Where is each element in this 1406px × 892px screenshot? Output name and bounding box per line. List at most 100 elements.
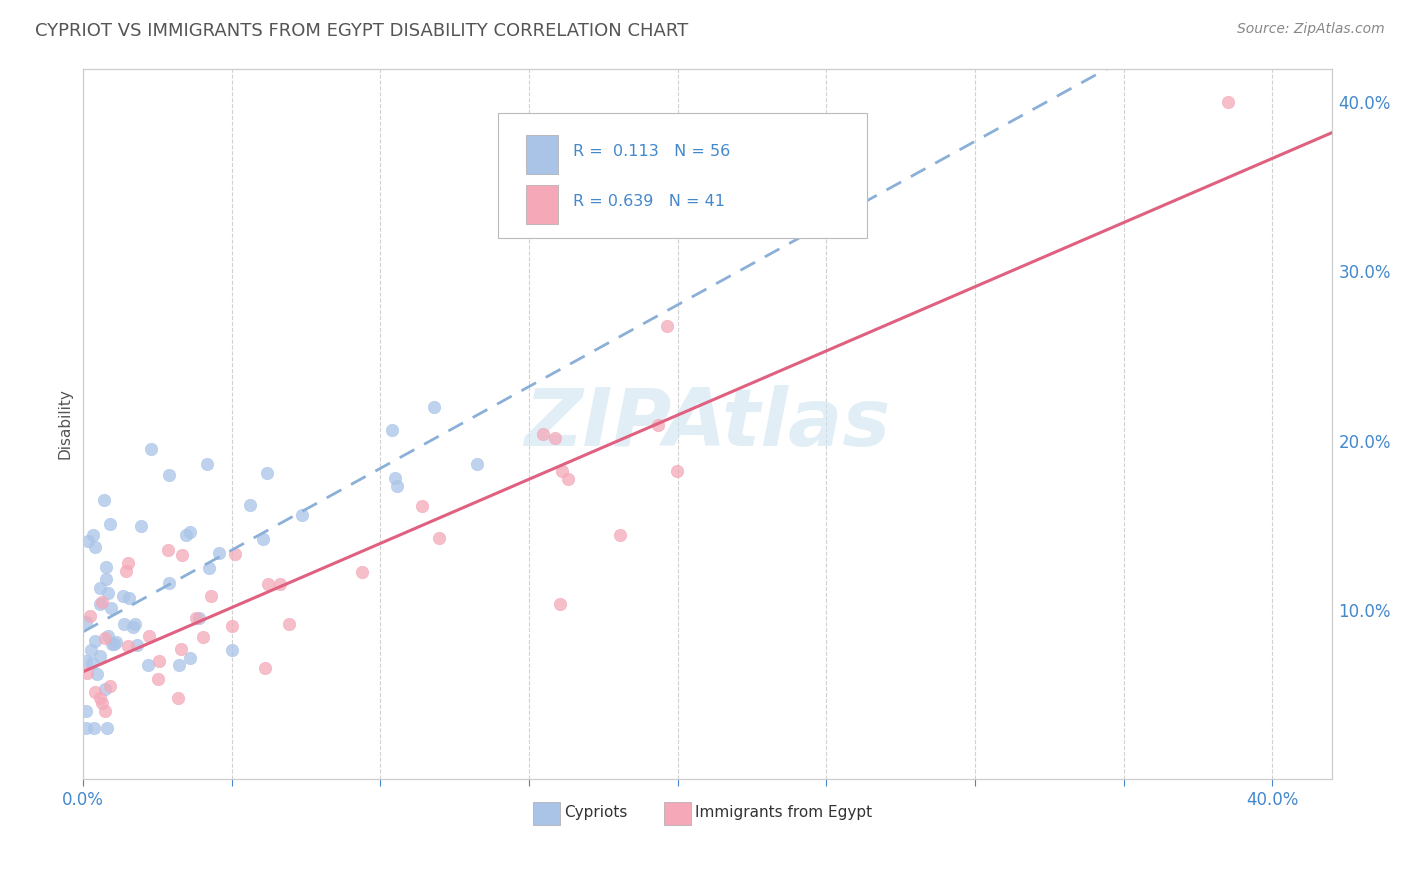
- Point: [80, 643, 103, 657]
- Point: [121, 619, 143, 633]
- Point: [465, 458, 488, 472]
- Point: [111, 589, 134, 603]
- Point: [105, 635, 128, 649]
- Point: [191, 630, 214, 644]
- Point: [148, 673, 170, 687]
- Point: [423, 400, 446, 414]
- Point: [170, 641, 193, 656]
- Point: [609, 528, 631, 542]
- Point: [139, 442, 162, 456]
- Point: [195, 457, 218, 471]
- Point: [221, 619, 243, 633]
- Point: [167, 690, 190, 705]
- Point: [76, 665, 98, 680]
- Point: [157, 468, 180, 483]
- Point: [83, 721, 105, 735]
- Point: [256, 466, 278, 480]
- Point: [94, 572, 117, 586]
- Point: [136, 658, 159, 673]
- Point: [543, 431, 565, 445]
- Point: [98, 679, 121, 693]
- Point: [75, 615, 97, 629]
- Point: [655, 318, 678, 333]
- Point: [200, 589, 222, 603]
- Point: [385, 479, 408, 493]
- Point: [86, 666, 108, 681]
- Point: [93, 493, 115, 508]
- Point: [77, 534, 100, 549]
- Point: [100, 637, 122, 651]
- Point: [531, 426, 554, 441]
- Point: [411, 499, 433, 513]
- Point: [254, 661, 277, 675]
- Point: [75, 721, 97, 735]
- Point: [90, 595, 112, 609]
- Point: [429, 531, 451, 545]
- Point: [83, 540, 105, 554]
- Point: [82, 528, 104, 542]
- Point: [131, 519, 153, 533]
- Point: [94, 704, 117, 718]
- Point: [291, 508, 314, 522]
- Point: [89, 597, 111, 611]
- Point: [239, 498, 262, 512]
- Point: [96, 721, 118, 735]
- Point: [256, 576, 278, 591]
- Point: [117, 556, 139, 570]
- Point: [112, 616, 135, 631]
- FancyBboxPatch shape: [498, 112, 868, 237]
- Text: ZIPAtlas: ZIPAtlas: [524, 384, 890, 463]
- Point: [179, 650, 201, 665]
- Point: [97, 629, 120, 643]
- Point: [94, 682, 117, 697]
- Point: [224, 547, 246, 561]
- Point: [647, 417, 669, 432]
- Point: [221, 643, 243, 657]
- Point: [138, 629, 160, 643]
- Text: CYPRIOT VS IMMIGRANTS FROM EGYPT DISABILITY CORRELATION CHART: CYPRIOT VS IMMIGRANTS FROM EGYPT DISABIL…: [35, 22, 689, 40]
- Point: [115, 564, 138, 578]
- Point: [148, 654, 170, 668]
- Point: [94, 631, 117, 645]
- Point: [127, 638, 149, 652]
- Point: [96, 560, 118, 574]
- Text: R =  0.113   N = 56: R = 0.113 N = 56: [572, 144, 730, 159]
- Point: [124, 616, 146, 631]
- Point: [384, 471, 406, 485]
- Point: [80, 656, 103, 670]
- Point: [97, 586, 120, 600]
- Text: R = 0.639   N = 41: R = 0.639 N = 41: [572, 194, 724, 209]
- FancyBboxPatch shape: [533, 802, 560, 825]
- Point: [1216, 95, 1239, 110]
- Point: [550, 464, 572, 478]
- Point: [167, 658, 190, 673]
- Point: [84, 634, 107, 648]
- Point: [666, 464, 689, 478]
- Y-axis label: Disability: Disability: [58, 388, 72, 459]
- Point: [79, 609, 101, 624]
- Point: [89, 581, 111, 595]
- Point: [157, 576, 180, 591]
- Point: [176, 527, 198, 541]
- Point: [179, 524, 201, 539]
- FancyBboxPatch shape: [526, 135, 558, 174]
- Point: [557, 472, 579, 486]
- Point: [84, 685, 107, 699]
- Point: [350, 566, 373, 580]
- FancyBboxPatch shape: [664, 802, 692, 825]
- Point: [252, 533, 274, 547]
- Point: [548, 597, 571, 611]
- Point: [170, 549, 193, 563]
- Point: [91, 696, 114, 710]
- Point: [100, 601, 122, 615]
- Point: [184, 611, 207, 625]
- Point: [269, 577, 291, 591]
- Point: [197, 560, 219, 574]
- Point: [381, 423, 404, 437]
- Point: [98, 517, 121, 532]
- Point: [103, 637, 125, 651]
- Point: [75, 704, 97, 718]
- Text: Source: ZipAtlas.com: Source: ZipAtlas.com: [1237, 22, 1385, 37]
- Point: [187, 611, 209, 625]
- Point: [156, 542, 179, 557]
